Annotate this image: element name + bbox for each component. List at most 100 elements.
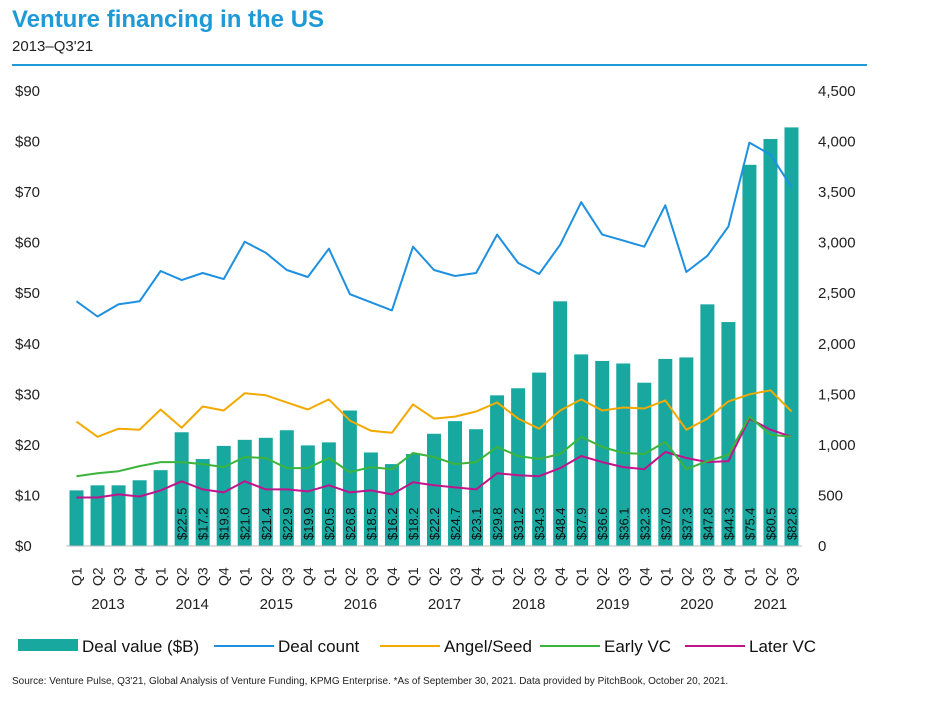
bar-value-label: $29.8	[490, 507, 505, 540]
right-axis-tick-label: 3,000	[818, 235, 856, 252]
legend-swatch-bar	[18, 639, 78, 651]
year-label: 2019	[596, 596, 629, 613]
legend-label: Early VC	[604, 637, 671, 656]
quarter-tick-label: Q2	[90, 567, 106, 586]
bar-value-label: $20.5	[322, 507, 337, 540]
bar-value-label: $21.0	[238, 507, 253, 540]
bar-value-label: $26.8	[343, 507, 358, 540]
quarter-tick-label: Q4	[720, 567, 736, 586]
deal-value-bar	[721, 322, 736, 546]
deal-value-bar	[763, 139, 778, 546]
title-rule	[12, 64, 867, 66]
year-label: 2018	[512, 596, 545, 613]
quarter-tick-label: Q3	[279, 567, 295, 586]
deal-value-bar	[279, 430, 294, 546]
left-axis-tick-label: $80	[15, 134, 40, 151]
bar-value-label: $19.8	[217, 507, 232, 540]
quarter-tick-label: Q3	[699, 567, 715, 586]
deal-value-bar	[90, 485, 105, 546]
legend-group: Deal value ($B) Deal count Angel/Seed Early…	[18, 637, 816, 656]
left-axis-tick-label: $0	[15, 538, 32, 555]
deal-value-bar	[237, 439, 252, 546]
axes-group: $0 $10 $20 $30 $40 $50 $60 $70 $80 $90 0 500 1,000 1,…	[15, 83, 856, 613]
source-note: Source: Venture Pulse, Q3'21, Global Ana…	[12, 676, 729, 687]
bar-value-label: $48.4	[553, 507, 568, 540]
chart-subtitle: 2013–Q3'21	[12, 38, 94, 55]
left-axis-tick-label: $60	[15, 235, 40, 252]
quarter-tick-label: Q2	[594, 567, 610, 586]
chart-canvas: $22.5 $17.2 $19.8 $21.0 $21.4 $22.9 $19.9 $20.5…	[15, 83, 856, 656]
deal-value-bar	[195, 459, 210, 546]
bar-value-label: $18.2	[406, 507, 421, 540]
bar-value-label: $16.2	[385, 507, 400, 540]
deal-value-bar	[258, 437, 273, 546]
bar-value-label: $37.3	[679, 507, 694, 540]
deal-value-bar	[679, 357, 694, 546]
bar-value-label: $17.2	[196, 507, 211, 540]
year-label: 2020	[680, 596, 713, 613]
bar-value-label: $21.4	[259, 507, 274, 540]
year-label: 2021	[754, 596, 787, 613]
right-axis-tick-label: 0	[818, 538, 826, 555]
quarter-tick-label: Q1	[405, 567, 421, 586]
year-label: 2015	[260, 596, 293, 613]
left-axis-tick-label: $20	[15, 437, 40, 454]
quarter-tick-label: Q1	[741, 567, 757, 586]
deal-value-bar	[700, 304, 715, 546]
bar-value-label: $44.3	[721, 507, 736, 540]
bar-value-label: $36.6	[595, 507, 610, 540]
quarter-tick-label: Q4	[636, 567, 652, 586]
deal-value-bar	[321, 442, 336, 546]
deal-value-bar	[637, 382, 652, 546]
legend-label: Deal value ($B)	[82, 637, 199, 656]
chart-title: Venture financing in the US	[12, 6, 325, 33]
bar-value-label: $47.8	[700, 507, 715, 540]
quarter-tick-label: Q1	[489, 567, 505, 586]
quarter-tick-label: Q2	[510, 567, 526, 586]
quarter-tick-label: Q1	[153, 567, 169, 586]
bar-value-label: $19.9	[301, 507, 316, 540]
legend-label: Deal count	[278, 637, 360, 656]
quarter-tick-label: Q3	[111, 567, 127, 586]
angel-seed-line	[75, 389, 793, 438]
bar-value-label: $22.9	[280, 507, 295, 540]
deal-value-bar	[427, 433, 441, 546]
year-label: 2016	[344, 596, 377, 613]
quarter-tick-label: Q4	[300, 567, 316, 586]
quarter-tick-label: Q4	[132, 567, 148, 586]
bar-value-label: $80.5	[763, 507, 778, 540]
deal-value-bar	[216, 445, 231, 546]
bar-value-label: $82.8	[784, 507, 799, 540]
quarter-tick-label: Q4	[216, 567, 232, 586]
deal-value-bar	[511, 388, 526, 546]
quarter-tick-label: Q3	[531, 567, 547, 586]
deal-value-bar	[384, 464, 399, 546]
bar-value-label: $22.5	[175, 507, 190, 540]
quarter-tick-label: Q2	[258, 567, 274, 586]
deal-value-bar	[742, 164, 757, 547]
later-vc-line	[76, 417, 792, 499]
quarter-tick-label: Q3	[615, 567, 631, 586]
quarter-tick-label: Q3	[447, 567, 463, 586]
right-axis-tick-label: 4,000	[818, 134, 856, 151]
deal-value-bar	[174, 432, 189, 546]
bar-value-label: $23.1	[469, 507, 484, 540]
deal-value-bar	[111, 485, 126, 546]
bar-value-label: $34.3	[532, 507, 547, 540]
left-axis-tick-label: $30	[15, 386, 40, 403]
deal-value-bar	[363, 452, 378, 546]
left-axis-tick-label: $50	[15, 285, 40, 302]
quarter-tick-label: Q1	[69, 567, 85, 586]
right-axis-tick-label: 3,500	[818, 184, 856, 201]
bar-value-label: $24.7	[448, 507, 463, 540]
right-axis-tick-label: 2,000	[818, 336, 856, 353]
deal-value-bar	[595, 360, 610, 546]
right-axis-tick-label: 4,500	[818, 83, 856, 100]
quarter-tick-label: Q4	[552, 567, 568, 586]
bar-value-label: $75.4	[742, 507, 757, 540]
right-axis-tick-label: 500	[818, 487, 843, 504]
quarter-tick-label: Q2	[342, 567, 358, 586]
bar-value-label: $32.3	[637, 507, 652, 540]
quarter-tick-label: Q2	[762, 567, 778, 586]
quarter-tick-label: Q1	[321, 567, 337, 586]
